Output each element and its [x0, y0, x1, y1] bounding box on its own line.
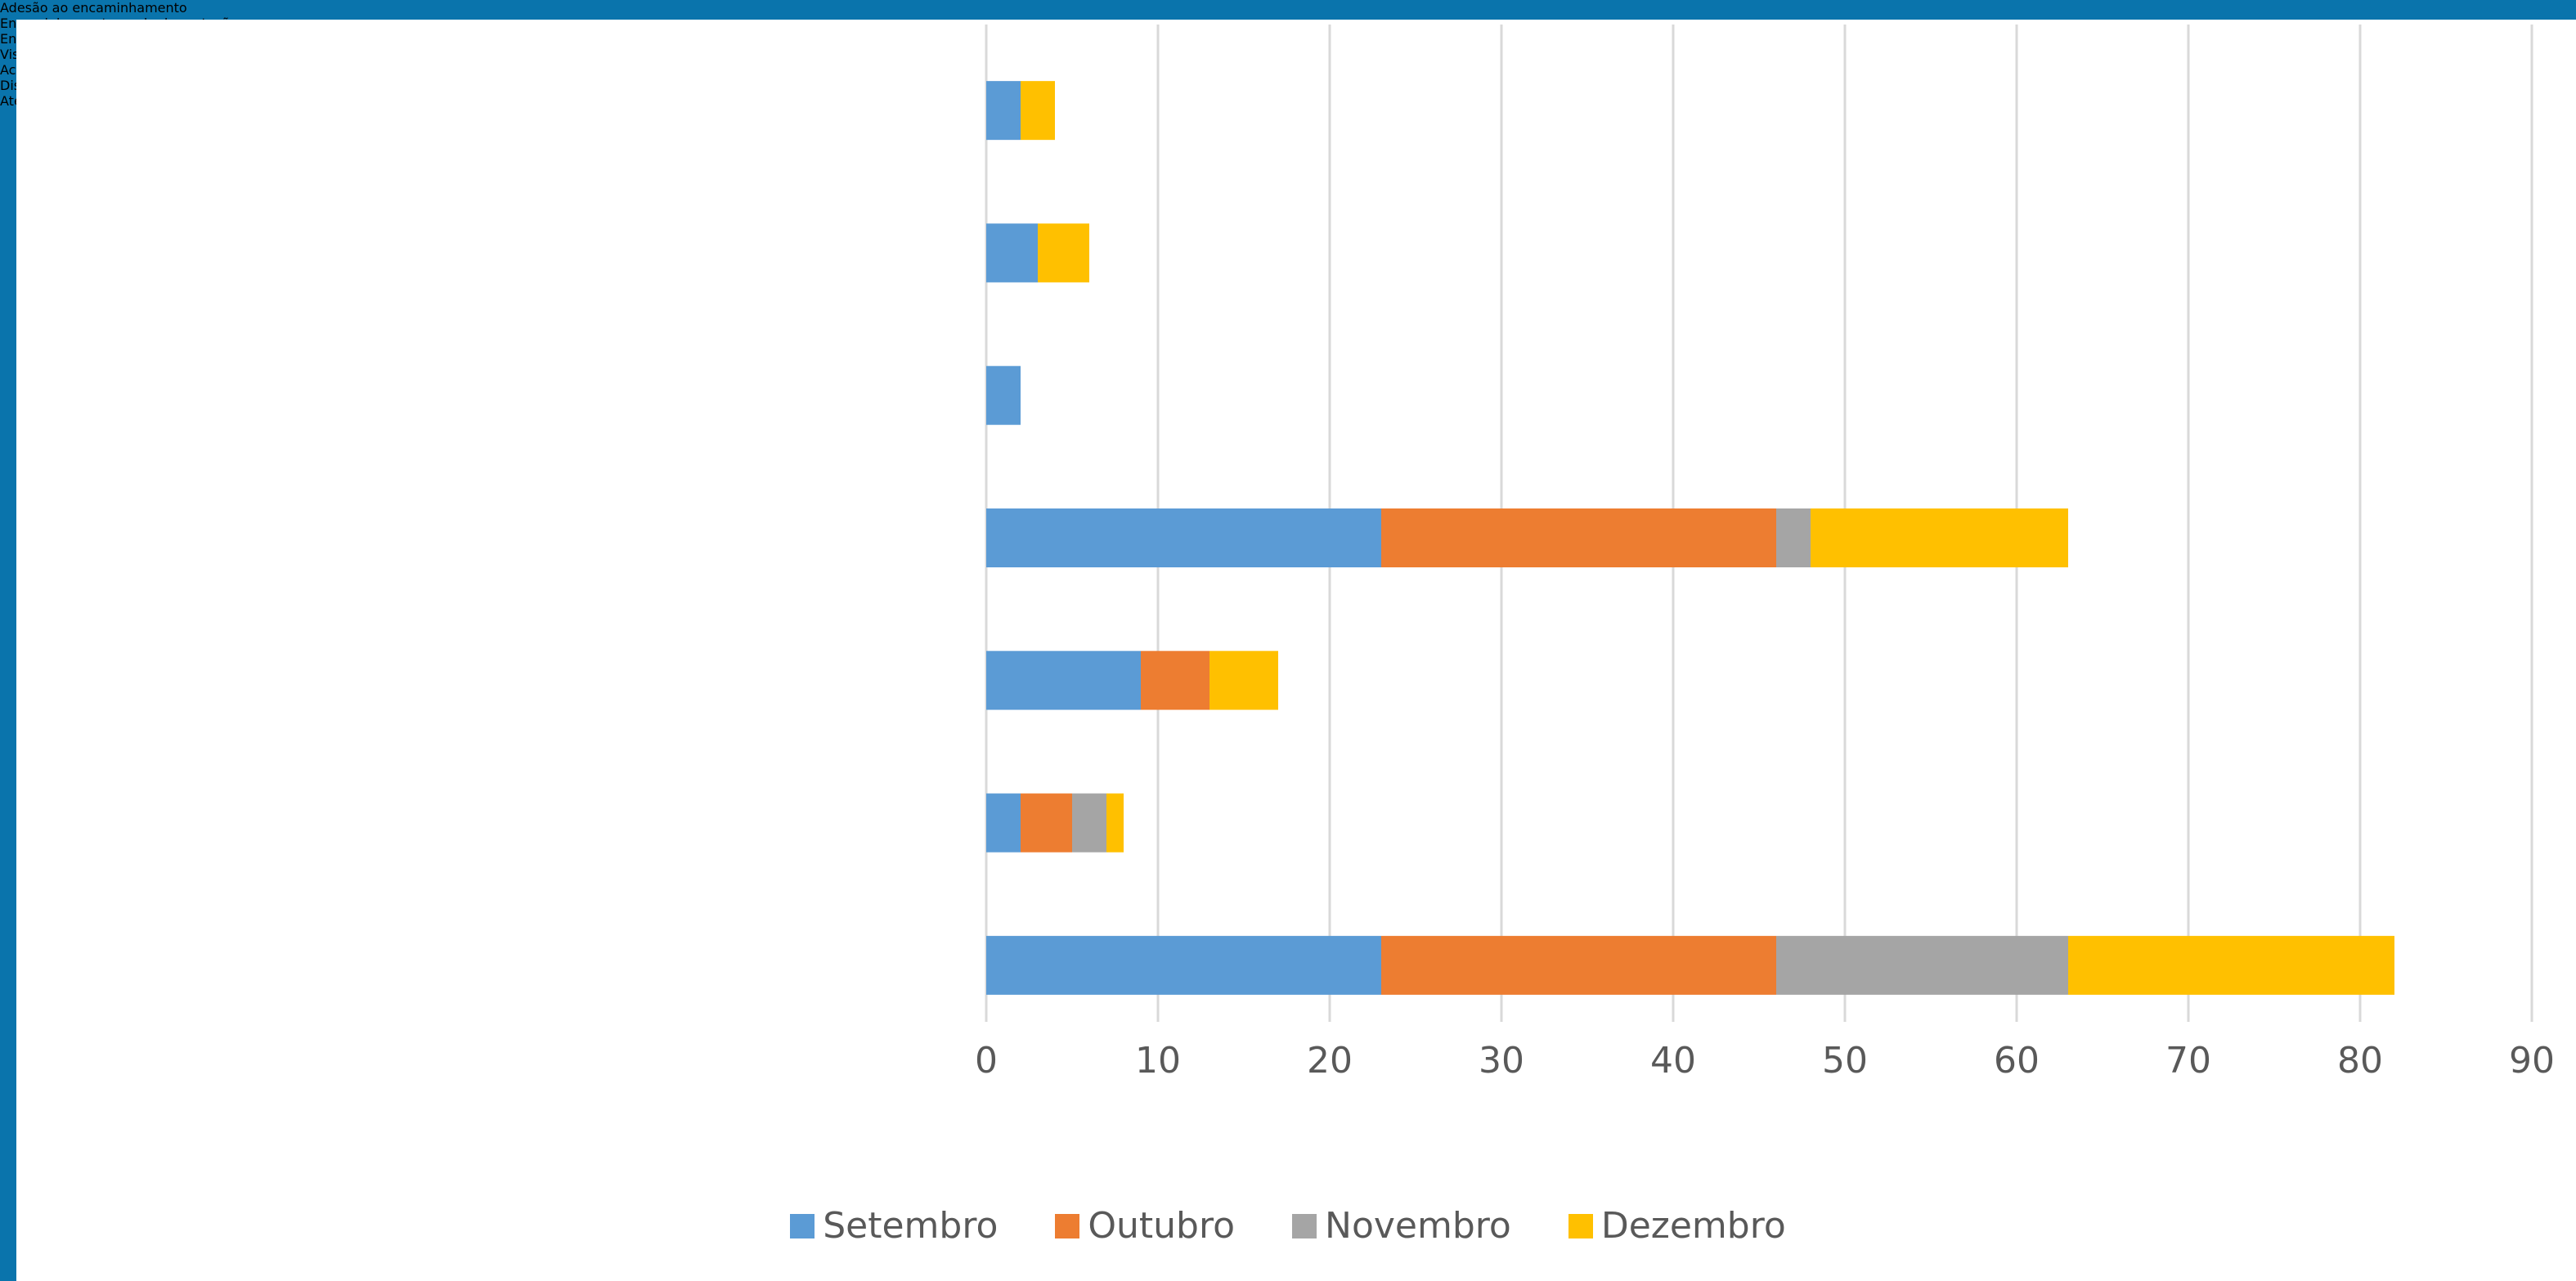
legend: Setembro Outubro Novembro Dezembro: [0, 1205, 2576, 1247]
bar-segment: [986, 935, 1381, 995]
legend-label: Novembro: [1325, 1205, 1511, 1247]
legend-item: Dezembro: [1568, 1205, 1786, 1247]
legend-swatch: [790, 1213, 815, 1238]
bar-segment: [2068, 935, 2394, 995]
bar-segment: [1209, 651, 1278, 710]
x-tick-label: 0: [975, 1040, 998, 1082]
bar-segment: [1021, 793, 1072, 853]
x-tick-label: 60: [1994, 1040, 2040, 1082]
x-tick-label: 20: [1307, 1040, 1353, 1082]
legend-label: Outubro: [1088, 1205, 1236, 1247]
legend-item: Novembro: [1292, 1205, 1511, 1247]
bar-segment: [1141, 651, 1209, 710]
legend-swatch: [1055, 1213, 1080, 1238]
x-tick-label: 70: [2165, 1040, 2211, 1082]
chart-area: [16, 20, 2576, 1281]
bar-segment: [1021, 81, 1055, 141]
bar-segment: [1381, 935, 1776, 995]
x-tick-label: 50: [1822, 1040, 1868, 1082]
bar-segment: [1106, 793, 1124, 853]
x-tick-label: 10: [1135, 1040, 1181, 1082]
legend-label: Dezembro: [1600, 1205, 1786, 1247]
legend-item: Setembro: [790, 1205, 998, 1247]
x-tick-label: 40: [1650, 1040, 1696, 1082]
bar-segment: [1381, 508, 1776, 567]
bar-segment: [986, 793, 1021, 853]
bar-segment: [986, 223, 1038, 283]
legend-swatch: [1568, 1213, 1593, 1238]
x-tick-label: 90: [2509, 1040, 2555, 1082]
x-tick-label: 30: [1479, 1040, 1524, 1082]
bar-segment: [1776, 508, 1811, 567]
category-label: Adesão ao encaminhamento: [0, 0, 187, 16]
x-tick-label: 80: [2337, 1040, 2383, 1082]
bar-segment: [986, 81, 1021, 141]
bar-segment: [1072, 793, 1106, 853]
bar-segment: [986, 365, 1021, 425]
legend-label: Setembro: [823, 1205, 999, 1247]
legend-item: Outubro: [1055, 1205, 1235, 1247]
bar-segment: [1776, 935, 2068, 995]
bar-segment: [1811, 508, 2068, 567]
bar-segment: [1038, 223, 1089, 283]
bar-segment: [986, 651, 1141, 710]
bar-segment: [986, 508, 1381, 567]
legend-swatch: [1292, 1213, 1317, 1238]
